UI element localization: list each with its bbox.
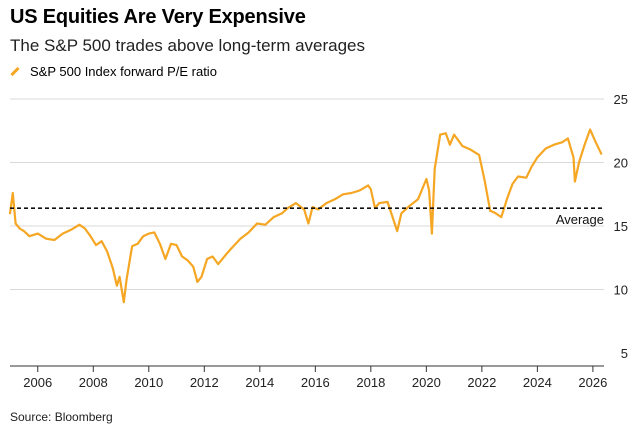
y-tick-label-15: 15 — [614, 219, 628, 234]
average-label: Average — [556, 212, 604, 227]
chart-title: US Equities Are Very Expensive — [10, 6, 306, 28]
x-tick-label-2014: 2014 — [245, 375, 274, 390]
x-tick-label-2026: 2026 — [578, 375, 607, 390]
y-tick-label-5: 5 — [621, 346, 628, 361]
grid-layer — [10, 98, 604, 290]
legend-label: S&P 500 Index forward P/E ratio — [30, 64, 217, 79]
axis-layer: 5 10 15 20 25 2006 2008 2010 2012 2014 2016 2018 202… — [10, 92, 628, 390]
x-tick-label-2008: 2008 — [79, 375, 108, 390]
x-tick-label-2016: 2016 — [301, 375, 330, 390]
chart-subtitle: The S&P 500 trades above long-term avera… — [10, 36, 366, 55]
reference-layer: Average — [10, 207, 604, 227]
x-tick-label-2020: 2020 — [412, 375, 441, 390]
series-line-pe-ratio — [8, 128, 603, 304]
legend: S&P 500 Index forward P/E ratio — [10, 64, 217, 79]
x-tick-label-2022: 2022 — [467, 375, 496, 390]
x-tick-label-2010: 2010 — [134, 375, 163, 390]
x-tick-label-2012: 2012 — [190, 375, 219, 390]
x-tick-label-2024: 2024 — [523, 375, 552, 390]
x-tick-label-2018: 2018 — [356, 375, 385, 390]
y-tick-label-20: 20 — [614, 156, 628, 171]
x-tick-label-2006: 2006 — [23, 375, 52, 390]
y-tick-label-25: 25 — [614, 92, 628, 107]
source-note: Source: Bloomberg — [10, 410, 113, 424]
y-tick-label-10: 10 — [614, 283, 628, 298]
series-layer — [8, 128, 603, 304]
